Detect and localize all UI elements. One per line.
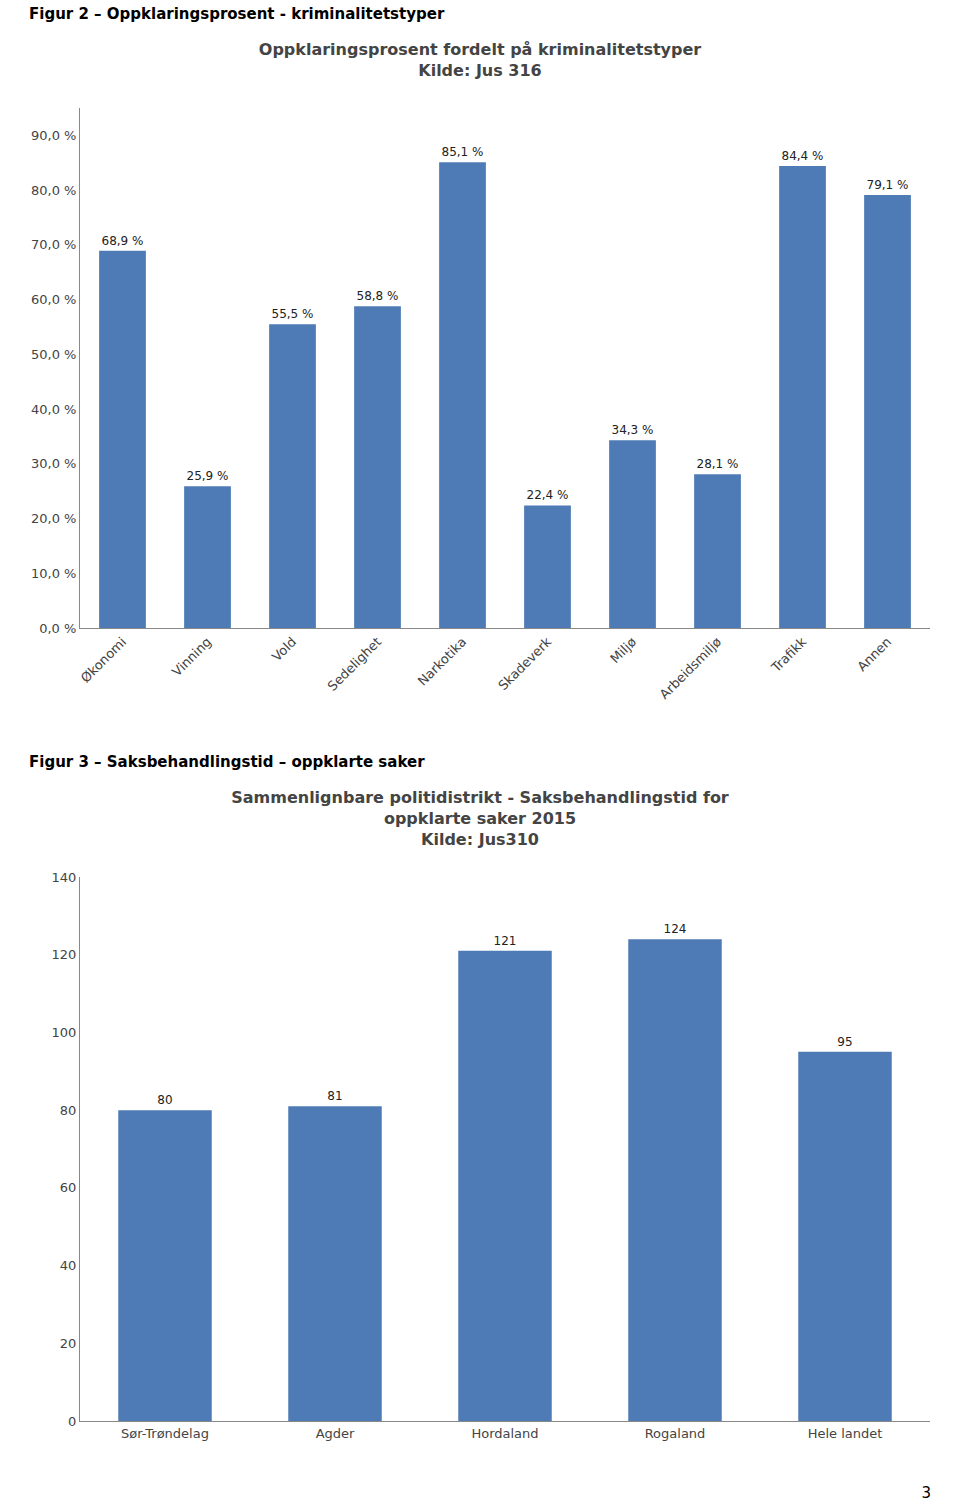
- svg-text:Oppklaringsprosent fordelt på: Oppklaringsprosent fordelt på kriminalit…: [259, 40, 702, 80]
- svg-text:55,5 %: 55,5 %: [272, 307, 314, 321]
- svg-text:22,4 %: 22,4 %: [527, 488, 569, 502]
- svg-text:140: 140: [52, 870, 77, 885]
- svg-text:20,0 %: 20,0 %: [31, 511, 76, 526]
- svg-text:30,0 %: 30,0 %: [31, 456, 76, 471]
- svg-text:80,0 %: 80,0 %: [31, 183, 76, 198]
- svg-text:Miljø: Miljø: [607, 634, 639, 666]
- svg-text:79,1 %: 79,1 %: [867, 178, 909, 192]
- svg-text:0,0 %: 0,0 %: [39, 621, 76, 636]
- svg-text:28,1 %: 28,1 %: [697, 457, 739, 471]
- svg-text:121: 121: [494, 934, 517, 948]
- svg-text:Agder: Agder: [316, 1426, 355, 1441]
- svg-text:100: 100: [52, 1025, 77, 1040]
- svg-text:60: 60: [60, 1180, 77, 1195]
- svg-text:Sør-Trøndelag: Sør-Trøndelag: [121, 1426, 209, 1441]
- svg-text:Vinning: Vinning: [169, 634, 214, 679]
- svg-text:80: 80: [60, 1103, 77, 1118]
- html-text:Figur 3 – Saksbehandlingstid –: Figur 3 – Saksbehandlingstid – oppklarte…: [29, 753, 425, 771]
- svg-text:40,0 %: 40,0 %: [31, 402, 76, 417]
- svg-text:95: 95: [837, 1035, 852, 1049]
- svg-text:90,0 %: 90,0 %: [31, 128, 76, 143]
- svg-text:25,9 %: 25,9 %: [187, 469, 229, 483]
- html-text:3: 3: [921, 1484, 931, 1502]
- svg-text:40: 40: [60, 1258, 77, 1273]
- svg-text:10,0 %: 10,0 %: [31, 566, 76, 581]
- svg-text:Hele landet: Hele landet: [808, 1426, 883, 1441]
- svg-text:34,3 %: 34,3 %: [612, 423, 654, 437]
- svg-text:Sammenlignbare politidistrikt: Sammenlignbare politidistrikt - Saksbeha…: [231, 788, 729, 849]
- svg-text:124: 124: [664, 922, 687, 936]
- svg-text:Sedelighet: Sedelighet: [325, 634, 385, 694]
- svg-text:70,0 %: 70,0 %: [31, 237, 76, 252]
- svg-text:Hordaland: Hordaland: [471, 1426, 538, 1441]
- svg-text:20: 20: [60, 1336, 77, 1351]
- svg-text:Narkotika: Narkotika: [415, 634, 469, 688]
- svg-text:68,9 %: 68,9 %: [102, 234, 144, 248]
- svg-text:Vold: Vold: [269, 634, 299, 664]
- html-text:Figur 2 – Oppklaringsprosent -: Figur 2 – Oppklaringsprosent - kriminali…: [29, 5, 445, 23]
- svg-text:Økonomi: Økonomi: [78, 634, 129, 685]
- svg-text:0: 0: [68, 1414, 76, 1429]
- svg-text:80: 80: [157, 1093, 172, 1107]
- svg-text:Arbeidsmiljø: Arbeidsmiljø: [657, 634, 725, 702]
- svg-text:60,0 %: 60,0 %: [31, 292, 76, 307]
- svg-text:Trafikk: Trafikk: [768, 634, 810, 676]
- svg-text:Annen: Annen: [854, 634, 894, 674]
- svg-text:120: 120: [52, 947, 77, 962]
- svg-text:81: 81: [327, 1089, 342, 1103]
- svg-text:50,0 %: 50,0 %: [31, 347, 76, 362]
- svg-text:Rogaland: Rogaland: [645, 1426, 706, 1441]
- svg-text:Skadeverk: Skadeverk: [495, 634, 554, 693]
- svg-text:84,4 %: 84,4 %: [782, 149, 824, 163]
- svg-text:85,1 %: 85,1 %: [442, 145, 484, 159]
- svg-text:58,8 %: 58,8 %: [357, 289, 399, 303]
